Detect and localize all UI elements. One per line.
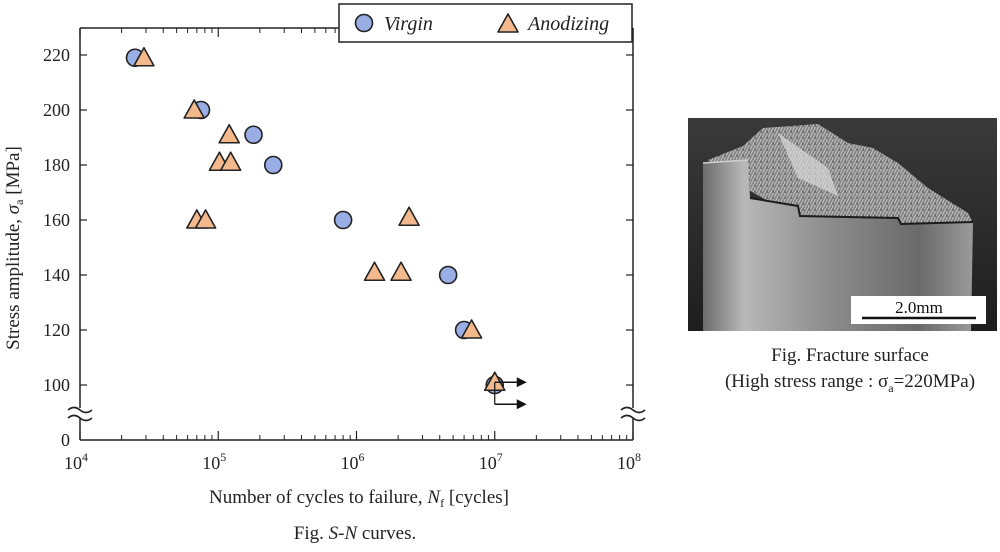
y-tick-label: 180 xyxy=(43,155,70,175)
legend-box xyxy=(338,3,633,43)
photo-caption: Fig. Fracture surface (High stress range… xyxy=(700,343,1000,401)
axis-break-wave-left xyxy=(67,414,93,422)
photo-caption-line-1: Fig. Fracture surface xyxy=(771,345,929,366)
anodizing-data-point xyxy=(218,123,240,144)
anodizing-data-point xyxy=(460,319,483,339)
scale-bar-label: 2.0mm xyxy=(895,298,943,317)
legend-anodizing-icon xyxy=(497,13,519,33)
virgin-data-point xyxy=(438,265,458,285)
axis-break-gap-right xyxy=(621,408,645,418)
axis-break-wave-right xyxy=(620,406,646,414)
fracture-surface-image: 2.0mm xyxy=(688,118,997,331)
photo-caption-line-2: (High stress range : σa=220MPa) xyxy=(724,371,976,395)
plot-frame-layer xyxy=(67,27,646,441)
anodizing-data-point xyxy=(219,151,242,172)
x-axis-title: Number of cycles to failure, Nf [cycles] xyxy=(209,487,509,510)
chart-caption: Fig. S-N curves. xyxy=(294,523,416,544)
axis-break-wave-left xyxy=(67,406,93,414)
anodizing-data-point xyxy=(183,99,206,119)
anodizing-data-point xyxy=(390,261,412,282)
anodizing-data-point xyxy=(194,209,217,229)
y-tick-label: 200 xyxy=(43,100,70,120)
anodizing-data-point xyxy=(398,206,420,227)
y-tick-label: 220 xyxy=(43,45,70,65)
legend-virgin-icon xyxy=(354,13,374,33)
x-tick-label: 108 xyxy=(617,450,641,473)
legend-virgin-label: Virgin xyxy=(384,13,433,35)
axis-break-gap-left xyxy=(68,408,92,418)
anodizing-data-point xyxy=(133,46,155,67)
legend-anodizing-label: Anodizing xyxy=(526,13,609,35)
x-tick-label: 104 xyxy=(64,450,88,473)
y-tick-label: 140 xyxy=(43,265,70,285)
virgin-data-point xyxy=(244,125,263,145)
runout-arrow-head xyxy=(516,377,527,388)
y-tick-label: 100 xyxy=(43,375,70,395)
anodizing-data-point xyxy=(363,261,386,282)
data-marker-layer xyxy=(125,46,527,410)
y-tick-label: 0 xyxy=(61,430,70,450)
virgin-data-point xyxy=(263,155,283,175)
axis-break-wave-right xyxy=(620,414,646,422)
x-tick-label: 107 xyxy=(479,450,503,473)
y-tick-label: 160 xyxy=(43,210,70,230)
x-tick-label: 106 xyxy=(341,450,365,473)
runout-arrow-head xyxy=(516,399,527,410)
virgin-data-point xyxy=(333,210,353,230)
scale-bar: 2.0mm xyxy=(851,296,986,324)
x-tick-label: 105 xyxy=(202,450,226,473)
y-axis-title: Stress amplitude, σa [MPa] xyxy=(3,146,26,350)
y-tick-label: 120 xyxy=(43,320,70,340)
legend: Virgin Anodizing xyxy=(338,3,633,43)
